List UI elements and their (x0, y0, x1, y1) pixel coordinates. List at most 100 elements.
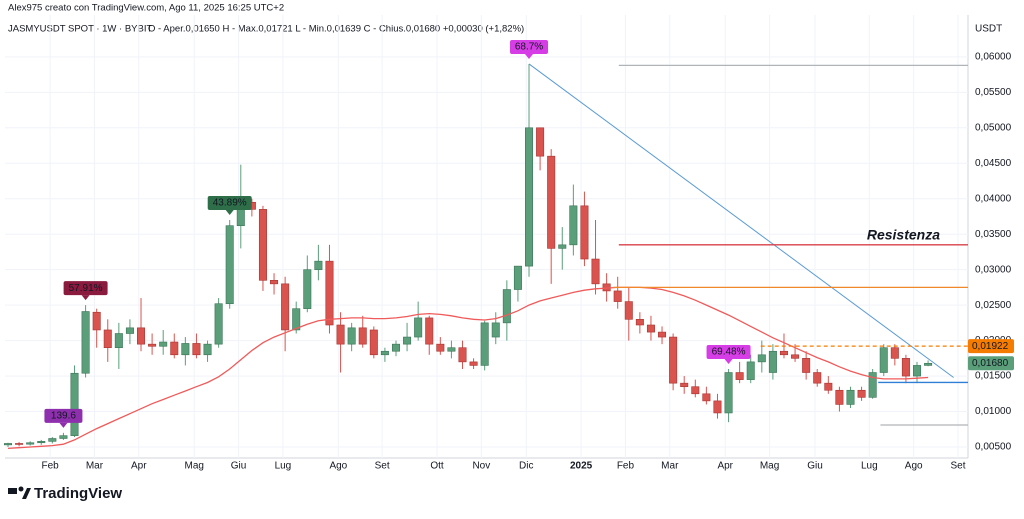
candle-body (391, 343, 400, 352)
candle-body (779, 350, 788, 356)
candle-body (358, 327, 367, 345)
candle-body (103, 329, 112, 348)
candle-body (81, 311, 90, 374)
candle-body (868, 372, 877, 398)
annotation-pointer (225, 210, 234, 216)
x-tick-label: Lug (861, 461, 878, 472)
annotation-box (706, 344, 751, 359)
candle-body (713, 400, 722, 414)
annotation: 57.91% (63, 281, 108, 301)
x-tick-label: Mar (86, 461, 104, 472)
annotation-box (207, 196, 252, 211)
ohlc: O - Aper.0,01650 H - Max.0,01721 L - Min… (148, 24, 524, 35)
x-tick-label: Giu (807, 461, 823, 472)
annotation-box (510, 39, 549, 54)
candle-body (768, 350, 777, 373)
candle-body (447, 347, 456, 352)
candle-body (558, 244, 567, 249)
annotation-label: 69.48% (712, 347, 746, 358)
x-tick-label: Mar (661, 461, 679, 472)
candle-body (458, 347, 467, 363)
candle-body (491, 322, 500, 338)
candle-body (303, 269, 312, 309)
candle-body (879, 347, 888, 373)
candle-body (181, 343, 190, 356)
candle-body (580, 205, 589, 260)
annotation-label: 43.89% (213, 198, 247, 209)
trendline (528, 63, 954, 378)
candle-body (469, 361, 478, 366)
candle-body (525, 127, 534, 267)
candle-body (114, 333, 123, 348)
candle-body (813, 372, 822, 384)
candle-body (669, 336, 678, 384)
annotation: 68.7% (510, 39, 549, 59)
candle-body (746, 361, 755, 380)
candle-body (591, 258, 600, 285)
x-tick-label: Apr (131, 461, 147, 472)
candle-body (646, 324, 655, 333)
candle-body (159, 341, 168, 347)
candle-body (270, 280, 279, 285)
grid (5, 15, 968, 458)
annotation-pointer (525, 53, 534, 59)
candle-body (125, 327, 134, 334)
candle-body (325, 260, 334, 326)
price-tag-label: 0,01922 (972, 341, 1009, 352)
candle-body (658, 331, 667, 338)
y-tick-label: 0,05500 (975, 87, 1012, 98)
candle-body (735, 372, 744, 380)
candle-body (214, 303, 223, 345)
candle-body (281, 283, 290, 331)
x-tick-label: Nov (472, 461, 490, 472)
candle-body (569, 205, 578, 246)
annotation-pointer (59, 422, 68, 428)
annotation: 139.6 (44, 408, 83, 428)
candle-body (835, 389, 844, 405)
candle-body (547, 155, 556, 249)
level-label: Resistenza (867, 227, 940, 243)
candle-body (635, 319, 644, 326)
y-tick-label: 0,01500 (975, 371, 1012, 382)
candle-body (148, 343, 157, 347)
annotation-label: 57.91% (69, 283, 103, 294)
candle-body (59, 435, 68, 439)
candle-body (92, 311, 101, 331)
last-price-label: 0,01680 (972, 358, 1009, 369)
unit: USDT (975, 24, 1002, 35)
moving-average (7, 286, 929, 450)
candle-body (624, 301, 633, 320)
annotation-label: 139.6 (51, 410, 76, 421)
y-tick-label: 0,03500 (975, 229, 1012, 240)
candle-body (913, 365, 922, 377)
candle-body (890, 347, 899, 359)
y-tick-label: 0,06000 (975, 51, 1012, 62)
candle-body (403, 336, 412, 345)
candle-body (170, 341, 179, 356)
annotation-pointer (724, 358, 733, 364)
x-tick-label: Ago (329, 461, 347, 472)
y-tick-label: 0,03000 (975, 264, 1012, 275)
candle-body (724, 372, 733, 414)
candle-body (26, 442, 35, 445)
annotation-box (44, 408, 83, 423)
candle-body (70, 372, 79, 436)
x-tick-label: Ott (430, 461, 444, 472)
candle-body (791, 354, 800, 359)
candle-body (292, 308, 301, 331)
logo (8, 486, 31, 499)
y-tick-label: 0,01000 (975, 406, 1012, 417)
candle-body (192, 343, 201, 356)
x-tick-label: Mag (185, 461, 204, 472)
price-tag (968, 339, 1014, 354)
candle-body (757, 354, 766, 363)
candle-body (846, 389, 855, 405)
x-tick-label: Set (375, 461, 390, 472)
candle-body (3, 443, 12, 446)
symbol: JASMYUSDT SPOT · 1W · BYBIT (8, 24, 152, 35)
candle-body (691, 386, 700, 395)
candle-body (480, 322, 489, 366)
candle-body (680, 382, 689, 388)
x-tick-label: Lug (275, 461, 292, 472)
